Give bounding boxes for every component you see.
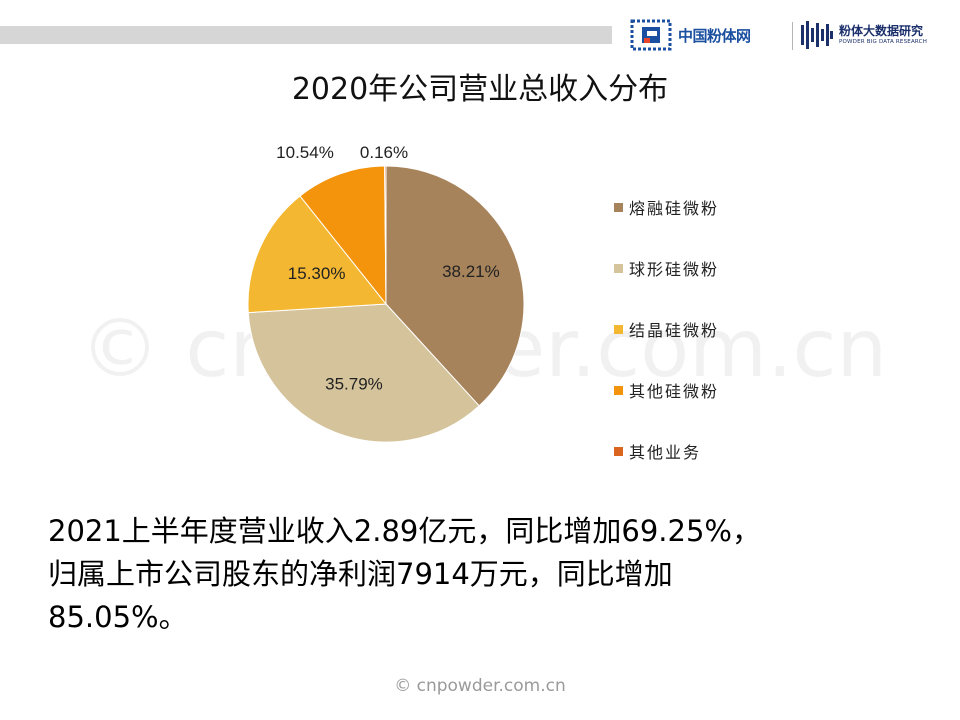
legend-item: 熔融硅微粉	[614, 196, 719, 218]
legend-label: 其他业务	[629, 443, 702, 462]
logo-divider	[792, 22, 793, 50]
legend-item: 其他业务	[614, 440, 719, 462]
legend-swatch	[614, 324, 623, 334]
pie-slice	[247, 195, 387, 314]
header-bar	[0, 26, 612, 44]
source-note: © cnpowder.com.cn	[394, 676, 566, 696]
logo-right-en: POWDER BIG DATA RESEARCH	[839, 38, 928, 45]
data-label: 38.21%	[442, 262, 500, 281]
data-label: 0.16%	[360, 143, 408, 162]
data-label: 15.30%	[288, 264, 346, 283]
legend-swatch	[614, 263, 623, 273]
legend-swatch	[614, 385, 623, 395]
pie-slice	[385, 165, 525, 407]
legend-label: 熔融硅微粉	[629, 199, 720, 218]
legend: 熔融硅微粉 球形硅微粉 结晶硅微粉 其他硅微粉 其他业务	[614, 196, 719, 501]
pie-slice	[384, 165, 387, 305]
legend-swatch	[614, 202, 623, 212]
legend-label: 球形硅微粉	[629, 260, 720, 279]
pie-slice	[247, 303, 480, 443]
logo-right-cn: 粉体大数据研究	[839, 23, 924, 38]
summary-line: 85.05%。	[48, 600, 188, 634]
legend-item: 其他硅微粉	[614, 379, 719, 401]
chart-title: 2020年公司营业总收入分布	[291, 72, 669, 107]
cnpowder-logo-text: 中国粉体网	[678, 26, 751, 45]
legend-label: 结晶硅微粉	[629, 321, 720, 340]
summary-line: 归属上市公司股东的净利润7914万元，同比增加	[48, 557, 673, 591]
cnpowder-logo-icon	[630, 19, 672, 51]
legend-swatch	[614, 446, 623, 456]
summary-line: 2021上半年度营业收入2.89亿元，同比增加69.25%，	[48, 514, 761, 548]
legend-label: 其他硅微粉	[629, 382, 720, 401]
bar-code-icon	[801, 21, 833, 49]
summary-text: 2021上半年度营业收入2.89亿元，同比增加69.25%， 归属上市公司股东的…	[48, 510, 928, 639]
powder-big-data-logo[interactable]: 粉体大数据研究 POWDER BIG DATA RESEARCH	[800, 17, 927, 53]
data-label: 35.79%	[325, 374, 383, 393]
cnpowder-logo[interactable]: 中国粉体网	[630, 18, 751, 52]
legend-item: 球形硅微粉	[614, 257, 719, 279]
data-label: 10.54%	[276, 143, 334, 162]
pie-slice	[299, 165, 387, 306]
legend-item: 结晶硅微粉	[614, 318, 719, 340]
